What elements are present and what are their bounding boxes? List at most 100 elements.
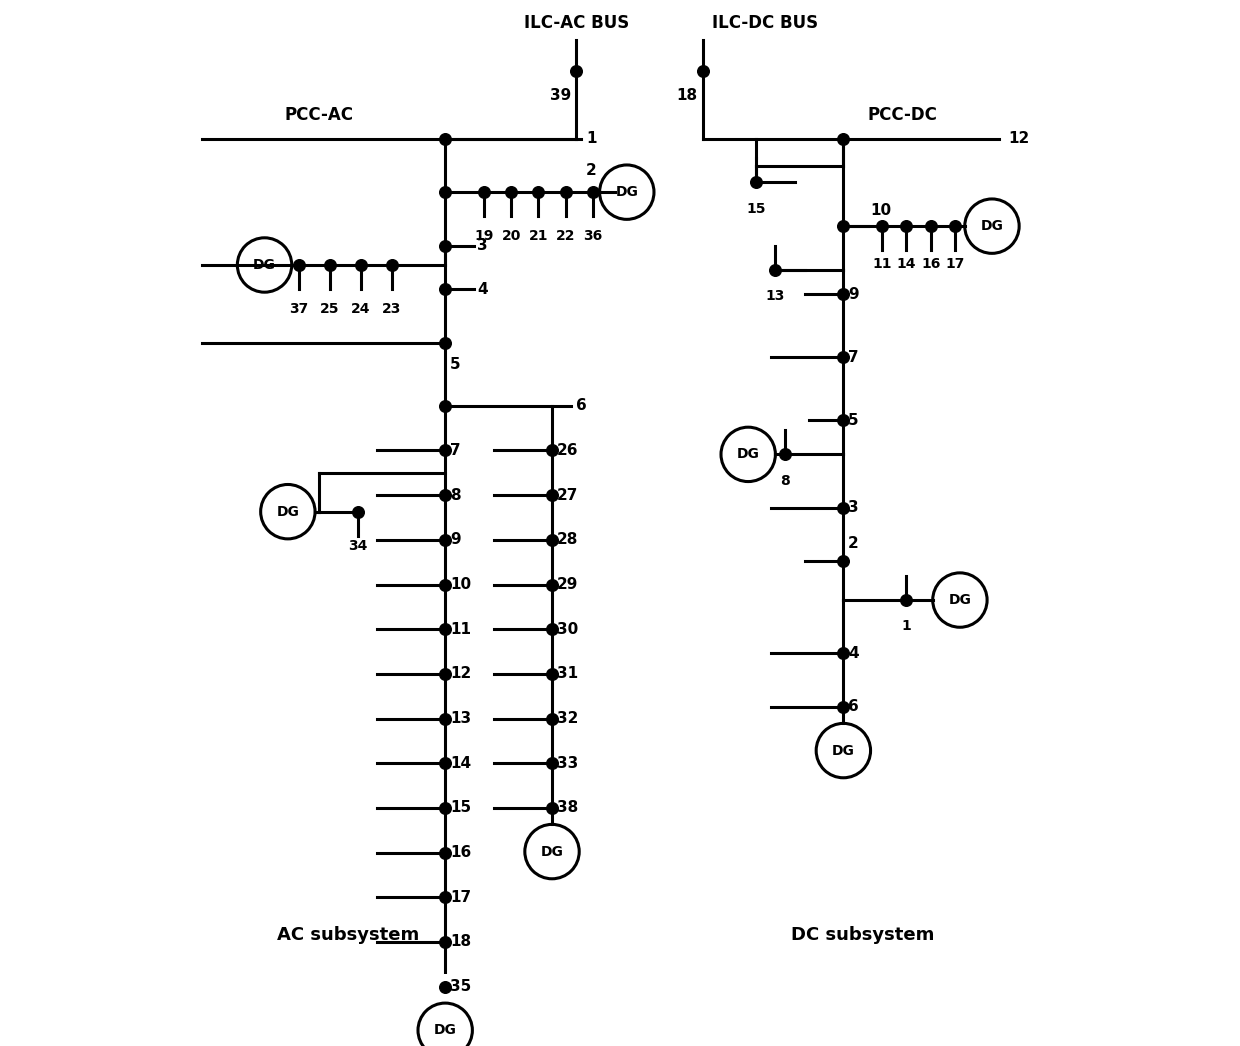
Text: 32: 32 <box>557 711 578 726</box>
Text: 25: 25 <box>320 302 340 316</box>
Point <box>435 442 455 459</box>
Point <box>746 174 766 190</box>
Point <box>833 412 853 429</box>
Point <box>542 799 562 816</box>
Text: PCC-DC: PCC-DC <box>868 107 937 124</box>
Point <box>435 335 455 351</box>
Text: 29: 29 <box>557 577 578 592</box>
Text: 12: 12 <box>1008 131 1029 146</box>
Text: 1: 1 <box>901 619 911 634</box>
Point <box>435 486 455 503</box>
Point <box>542 486 562 503</box>
Point <box>474 184 494 201</box>
Text: 7: 7 <box>848 349 859 365</box>
Text: 7: 7 <box>450 444 461 458</box>
Text: DG: DG <box>737 448 760 461</box>
Text: 26: 26 <box>557 444 578 458</box>
Text: 11: 11 <box>873 257 892 271</box>
Text: 19: 19 <box>475 229 494 243</box>
Text: 8: 8 <box>780 474 790 487</box>
Text: 1: 1 <box>587 131 596 146</box>
Point <box>351 256 371 273</box>
Text: 31: 31 <box>557 666 578 681</box>
Point <box>435 799 455 816</box>
Point <box>833 349 853 366</box>
Point <box>542 755 562 772</box>
Text: 5: 5 <box>450 358 461 372</box>
Text: 8: 8 <box>450 487 461 503</box>
Text: 21: 21 <box>528 229 548 243</box>
Text: 18: 18 <box>450 934 471 950</box>
Point <box>435 131 455 147</box>
Point <box>435 710 455 727</box>
Point <box>542 576 562 593</box>
Point <box>435 889 455 906</box>
Point <box>501 184 521 201</box>
Point <box>833 131 853 147</box>
Point <box>897 218 916 234</box>
Text: 4: 4 <box>848 646 859 661</box>
Text: 11: 11 <box>450 621 471 637</box>
Text: DG: DG <box>981 220 1003 233</box>
Text: 6: 6 <box>848 700 859 714</box>
Text: 36: 36 <box>583 229 603 243</box>
Text: 15: 15 <box>746 202 766 215</box>
Text: 2: 2 <box>848 537 859 551</box>
Text: 28: 28 <box>557 532 578 547</box>
Text: 9: 9 <box>450 532 461 547</box>
Point <box>542 710 562 727</box>
Point <box>542 531 562 548</box>
Point <box>833 553 853 570</box>
Point <box>382 256 402 273</box>
Point <box>693 63 713 79</box>
Point <box>765 262 785 278</box>
Text: 30: 30 <box>557 621 578 637</box>
Text: DG: DG <box>949 593 971 607</box>
Text: ILC-AC BUS: ILC-AC BUS <box>523 14 629 32</box>
Point <box>348 503 368 520</box>
Point <box>435 397 455 414</box>
Point <box>833 286 853 302</box>
Text: 18: 18 <box>677 88 698 104</box>
Text: 13: 13 <box>450 711 471 726</box>
Point <box>542 665 562 682</box>
Point <box>897 592 916 609</box>
Text: 37: 37 <box>289 302 309 316</box>
Point <box>435 755 455 772</box>
Text: 22: 22 <box>556 229 575 243</box>
Point <box>542 621 562 638</box>
Text: 13: 13 <box>766 290 785 303</box>
Point <box>435 281 455 298</box>
Text: 14: 14 <box>897 257 916 271</box>
Text: DG: DG <box>434 1023 456 1038</box>
Text: 6: 6 <box>577 399 587 413</box>
Text: 12: 12 <box>450 666 471 681</box>
Text: DG: DG <box>277 504 299 519</box>
Text: 3: 3 <box>848 500 859 516</box>
Text: 17: 17 <box>945 257 965 271</box>
Point <box>435 665 455 682</box>
Text: 9: 9 <box>848 287 859 301</box>
Point <box>528 184 548 201</box>
Text: 23: 23 <box>382 302 402 316</box>
Point <box>320 256 340 273</box>
Point <box>435 531 455 548</box>
Text: DG: DG <box>541 844 563 859</box>
Text: DG: DG <box>615 185 639 199</box>
Text: PCC-AC: PCC-AC <box>284 107 353 124</box>
Text: 39: 39 <box>551 88 572 104</box>
Point <box>542 442 562 459</box>
Point <box>872 218 892 234</box>
Point <box>435 237 455 254</box>
Point <box>945 218 965 234</box>
Text: 17: 17 <box>450 890 471 905</box>
Text: 27: 27 <box>557 487 578 503</box>
Point <box>775 446 795 462</box>
Point <box>556 184 575 201</box>
Point <box>833 218 853 234</box>
Text: 4: 4 <box>477 281 487 297</box>
Point <box>435 978 455 995</box>
Point <box>435 621 455 638</box>
Point <box>435 576 455 593</box>
Text: 16: 16 <box>450 845 471 860</box>
